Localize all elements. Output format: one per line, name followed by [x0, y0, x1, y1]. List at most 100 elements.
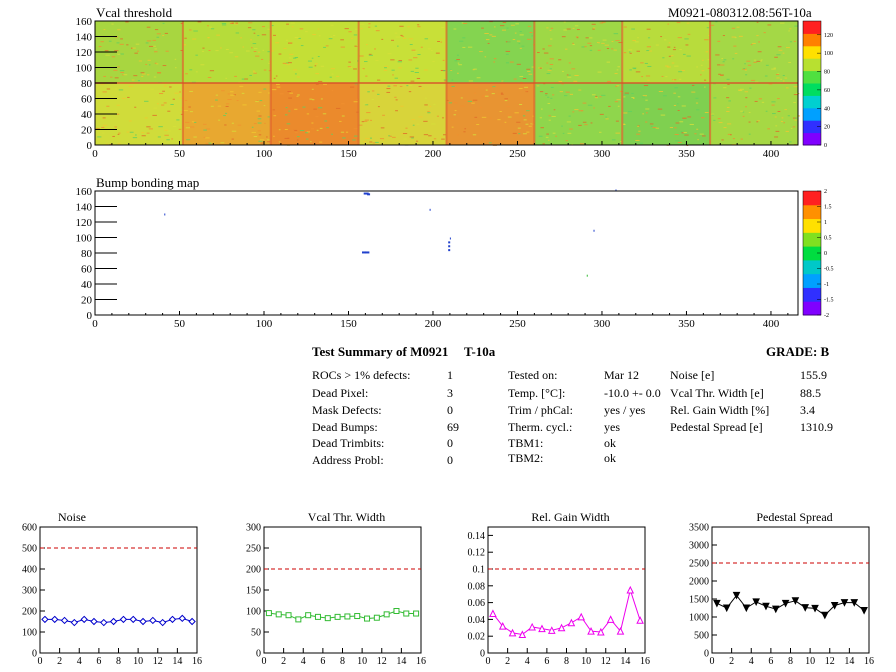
- pixel-noise: [753, 59, 757, 61]
- pixel-noise: [507, 41, 511, 43]
- pixel-noise: [522, 78, 527, 80]
- summary-temp-tag: T-10a: [464, 344, 496, 359]
- pixel-noise: [408, 38, 414, 40]
- pixel-noise: [587, 42, 592, 44]
- dead-bump-marker: [363, 192, 369, 195]
- pixel-noise: [241, 92, 245, 94]
- pixel-noise: [320, 98, 323, 100]
- pixel-noise: [371, 98, 374, 100]
- pixel-noise: [354, 45, 358, 47]
- x-tick-label: 4: [749, 656, 754, 667]
- pixel-noise: [364, 104, 369, 106]
- pixel-noise: [645, 121, 648, 123]
- pixel-noise: [451, 85, 455, 87]
- pixel-noise: [636, 133, 641, 135]
- pixel-noise: [488, 142, 492, 144]
- summary-value: ok: [604, 436, 616, 450]
- y-tick-label: 100: [76, 63, 93, 75]
- pixel-noise: [253, 32, 256, 34]
- pixel-noise: [516, 63, 521, 65]
- pixel-noise: [236, 100, 239, 102]
- y-tick-label: 0.14: [468, 531, 486, 542]
- pixel-noise: [302, 106, 306, 108]
- pixel-noise: [133, 75, 138, 77]
- pixel-noise: [253, 72, 257, 74]
- pixel-noise: [194, 121, 197, 123]
- pixel-noise: [750, 79, 756, 81]
- pixel-noise: [203, 136, 206, 138]
- pixel-noise: [547, 69, 552, 71]
- data-point: [90, 617, 98, 626]
- data-point: [324, 615, 331, 622]
- pixel-noise: [252, 70, 256, 72]
- pixel-noise: [423, 134, 429, 136]
- chart-title: Noise: [58, 510, 86, 524]
- pixel-noise: [599, 131, 602, 133]
- pixel-noise: [98, 46, 102, 48]
- pixel-noise: [100, 83, 105, 85]
- pixel-noise: [794, 25, 799, 27]
- pixel-noise: [472, 99, 478, 101]
- y-tick-label: 120: [76, 217, 93, 229]
- pixel-noise: [720, 74, 724, 76]
- y-tick-label: 100: [76, 233, 93, 245]
- x-tick-label: 12: [377, 656, 387, 667]
- pixel-noise: [468, 80, 474, 82]
- pixel-noise: [324, 120, 328, 122]
- pixel-noise: [145, 42, 149, 44]
- pixel-noise: [645, 112, 648, 114]
- pixel-noise: [549, 29, 552, 31]
- pixel-noise: [218, 119, 221, 121]
- pixel-noise: [696, 66, 698, 68]
- pixel-noise: [501, 80, 504, 82]
- pixel-noise: [450, 69, 453, 71]
- pixel-noise: [418, 116, 423, 118]
- pixel-noise: [642, 113, 645, 115]
- pixel-noise: [114, 77, 119, 79]
- x-tick-label: 8: [116, 656, 121, 667]
- pixel-noise: [674, 87, 678, 89]
- pixel-noise: [380, 127, 385, 129]
- pixel-noise: [266, 139, 270, 141]
- data-point: [713, 599, 721, 608]
- pixel-noise: [500, 92, 503, 94]
- pixel-noise: [677, 96, 681, 98]
- pixel-noise: [540, 108, 543, 110]
- pixel-noise: [402, 37, 407, 39]
- pixel-noise: [368, 54, 373, 56]
- y-tick-label: 500: [694, 631, 709, 642]
- pixel-noise: [266, 141, 271, 143]
- pixel-noise: [608, 105, 611, 107]
- pixel-noise: [616, 99, 621, 101]
- pixel-noise: [685, 44, 689, 46]
- pixel-noise: [467, 46, 473, 48]
- summary-value: ok: [604, 451, 616, 465]
- pixel-noise: [249, 39, 252, 41]
- pixel-noise: [776, 54, 781, 56]
- pixel-noise: [340, 131, 345, 133]
- pixel-noise: [704, 79, 707, 81]
- pixel-noise: [774, 116, 777, 118]
- pixel-noise: [102, 124, 108, 126]
- pixel-noise: [775, 74, 780, 76]
- x-tick-label: 0: [486, 656, 491, 667]
- pixel-noise: [733, 45, 737, 47]
- pixel-noise: [116, 104, 120, 106]
- pixel-noise: [617, 105, 620, 107]
- pixel-noise: [700, 64, 703, 66]
- pixel-noise: [416, 77, 421, 79]
- pixel-noise: [474, 87, 479, 89]
- pixel-noise: [242, 104, 247, 106]
- pixel-noise: [341, 103, 345, 105]
- pixel-noise: [415, 67, 419, 69]
- pixel-noise: [253, 48, 258, 50]
- pixel-noise: [294, 56, 299, 58]
- data-point: [732, 591, 741, 600]
- pixel-noise: [130, 47, 133, 49]
- pixel-noise: [687, 116, 692, 118]
- colorbar-segment: [803, 232, 821, 247]
- pixel-noise: [456, 54, 459, 56]
- pixel-noise: [756, 35, 759, 37]
- x-tick-label: 10: [357, 656, 367, 667]
- summary-title: Test Summary of M0921: [312, 344, 449, 359]
